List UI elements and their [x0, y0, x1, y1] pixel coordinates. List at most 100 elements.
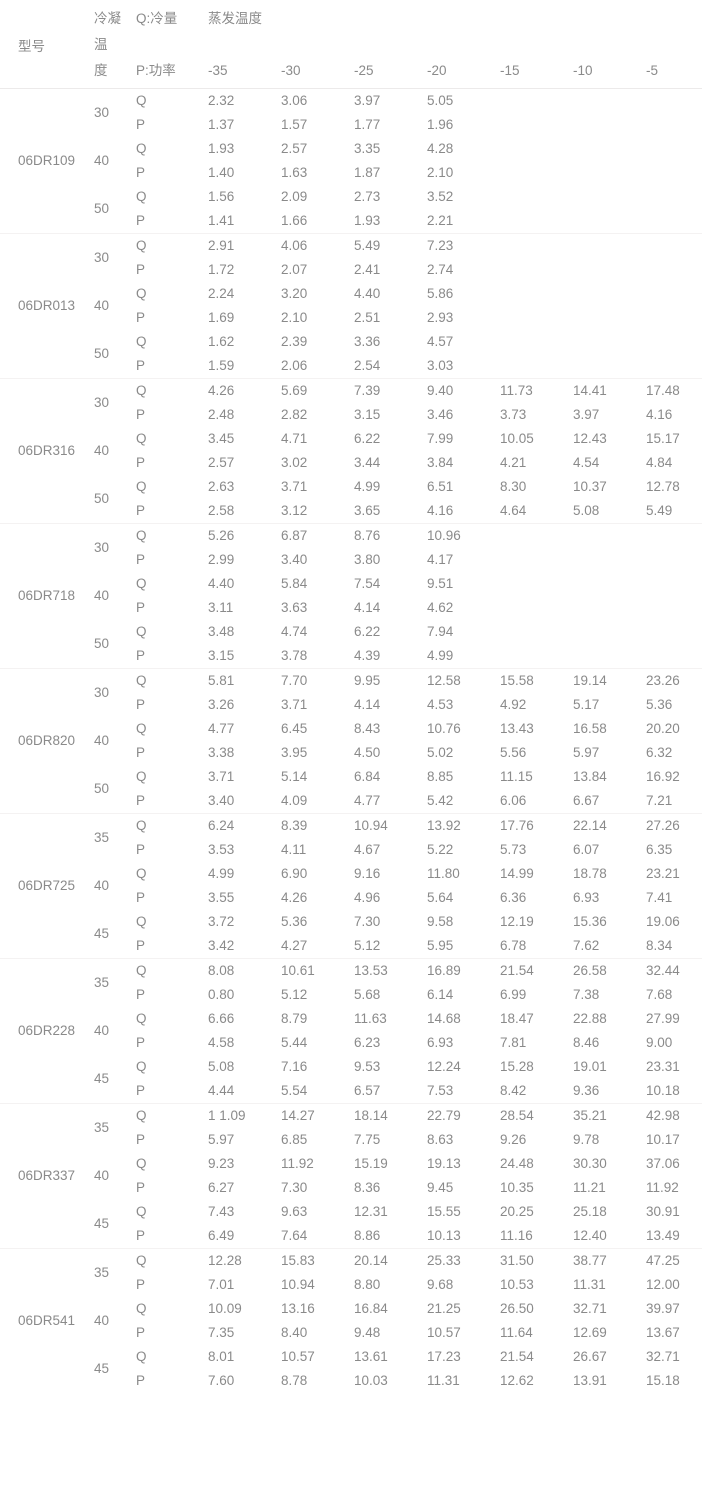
data-value-cell: 7.43: [208, 1204, 235, 1219]
data-value-cell: 15.36: [573, 914, 607, 929]
data-value-cell: 4.54: [573, 455, 600, 470]
metric-label-cell: Q: [132, 378, 194, 403]
data-value-cell: 10.17: [646, 1132, 680, 1147]
data-value-cell: 11.92: [281, 1156, 314, 1171]
data-value-cell: 12.28: [194, 1248, 267, 1273]
data-value-cell: 32.71: [573, 1301, 607, 1316]
data-value-cell: 7.01: [208, 1277, 235, 1292]
table-row: 50 Q 2.63 3.71 4.99 6.51 8.30 10.37 12.78: [0, 475, 702, 506]
data-value-cell: 3.97: [573, 407, 600, 422]
data-value-cell: 3.35: [354, 141, 381, 156]
data-value-cell: 11.15: [500, 769, 533, 784]
data-value-cell: 3.42: [208, 938, 235, 953]
metric-label-cell: Q: [132, 1248, 194, 1273]
metric-label-cell: Q: [132, 813, 194, 838]
metric-label-cell: P: [136, 213, 146, 228]
data-value-cell: 26.67: [573, 1349, 607, 1364]
data-value-cell: 3.36: [354, 334, 381, 349]
data-value-cell: 3.15: [208, 648, 235, 663]
data-value-cell: 5.36: [281, 914, 308, 929]
data-value-cell: 15.18: [646, 1373, 680, 1388]
condensing-temp-cell: 40: [94, 878, 110, 893]
condensing-temp-cell: 40: [94, 443, 110, 458]
header-evap-col-4: -15: [500, 63, 520, 78]
data-value-cell: 15.17: [646, 431, 680, 446]
data-value-cell: 7.23: [413, 233, 486, 258]
data-value-cell: 9.95: [340, 668, 413, 693]
data-value-cell: 2.74: [427, 262, 454, 277]
data-value-cell: 10.61: [267, 958, 340, 983]
data-value-cell: 16.92: [646, 769, 680, 784]
data-value-cell: [632, 354, 702, 379]
data-value-cell: 1.66: [281, 213, 308, 228]
data-value-cell: 4.57: [427, 334, 454, 349]
data-value-cell: 13.53: [340, 958, 413, 983]
condensing-temp-cell: 45: [94, 1071, 110, 1086]
data-value-cell: 4.50: [354, 745, 381, 760]
model-name-cell: 06DR109: [18, 153, 76, 168]
data-value-cell: 8.01: [208, 1349, 235, 1364]
data-value-cell: 6.90: [281, 866, 308, 881]
data-value-cell: 4.77: [208, 721, 235, 736]
data-value-cell: 10.57: [427, 1325, 461, 1340]
data-value-cell: 3.65: [354, 503, 381, 518]
data-value-cell: 8.76: [340, 523, 413, 548]
data-value-cell: [559, 185, 632, 209]
condensing-temp-cell: 40: [94, 588, 110, 603]
data-value-cell: 9.45: [427, 1180, 454, 1195]
data-value-cell: 10.05: [500, 431, 534, 446]
data-value-cell: 1.41: [208, 213, 235, 228]
metric-label-cell: Q: [136, 1301, 147, 1316]
data-value-cell: 3.12: [281, 503, 308, 518]
metric-label-cell: P: [136, 1228, 146, 1243]
metric-label-cell: Q: [136, 189, 147, 204]
header-condensing-temp-label-line1: 冷凝温: [94, 11, 121, 52]
data-value-cell: 4.28: [427, 141, 454, 156]
data-value-cell: 3.02: [281, 455, 308, 470]
data-value-cell: [559, 89, 632, 114]
data-value-cell: [559, 354, 632, 379]
data-value-cell: 2.93: [427, 310, 454, 325]
metric-label-cell: P: [136, 793, 146, 808]
data-value-cell: 1.59: [208, 358, 235, 373]
data-value-cell: 3.71: [281, 479, 308, 494]
data-value-cell: 14.99: [500, 866, 534, 881]
data-value-cell: 7.99: [427, 431, 454, 446]
data-value-cell: 5.08: [573, 503, 600, 518]
data-value-cell: 11.64: [500, 1325, 533, 1340]
data-value-cell: 3.45: [208, 431, 235, 446]
data-value-cell: [559, 644, 632, 669]
model-name-cell: 06DR316: [0, 378, 88, 524]
data-value-cell: 4.67: [354, 842, 381, 857]
data-value-cell: 30.91: [646, 1204, 680, 1219]
data-value-cell: 16.58: [573, 721, 607, 736]
data-value-cell: [486, 548, 559, 572]
table-row: P 4.58 5.44 6.23 6.93 7.81 8.46 9.00: [0, 1031, 702, 1055]
metric-label-cell: Q: [136, 1059, 147, 1074]
data-value-cell: 8.80: [354, 1277, 381, 1292]
data-value-cell: 1.77: [354, 117, 381, 132]
metric-label-cell: P: [136, 1132, 146, 1147]
data-value-cell: [632, 306, 702, 330]
metric-label-cell: Q: [136, 286, 147, 301]
data-value-cell: 13.16: [281, 1301, 315, 1316]
table-row: P 7.60 8.78 10.03 11.31 12.62 13.91 15.18: [0, 1369, 702, 1393]
data-value-cell: 2.06: [281, 358, 308, 373]
data-value-cell: 4.26: [194, 378, 267, 403]
data-value-cell: 6.99: [500, 987, 527, 1002]
table-row: P 1.37 1.57 1.77 1.96: [0, 113, 702, 137]
data-value-cell: [559, 596, 632, 620]
data-value-cell: 11.80: [427, 866, 460, 881]
table-row: P 3.38 3.95 4.50 5.02 5.56 5.97 6.32: [0, 741, 702, 765]
condensing-temp-cell: 30: [88, 523, 132, 572]
data-value-cell: [559, 330, 632, 354]
data-value-cell: [559, 209, 632, 234]
data-value-cell: 3.15: [354, 407, 381, 422]
data-value-cell: 8.63: [427, 1132, 454, 1147]
data-value-cell: 17.23: [427, 1349, 461, 1364]
data-value-cell: 1.72: [208, 262, 235, 277]
table-row: P 6.49 7.64 8.86 10.13 11.16 12.40 13.49: [0, 1224, 702, 1249]
data-value-cell: 5.44: [281, 1035, 308, 1050]
data-value-cell: 14.68: [427, 1011, 461, 1026]
data-value-cell: 3.11: [208, 600, 234, 615]
